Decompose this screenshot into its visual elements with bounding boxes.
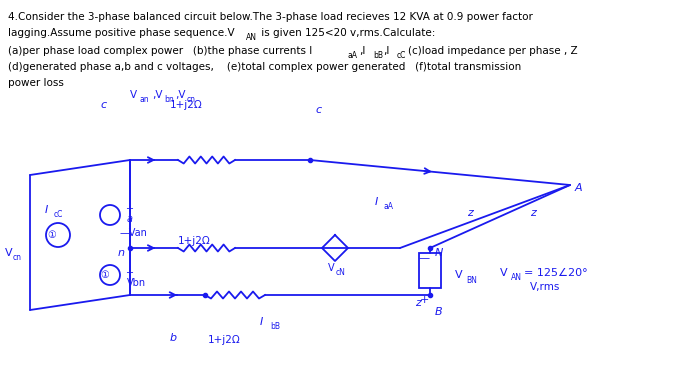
Text: cn: cn <box>13 253 22 262</box>
Text: = 125∠20°: = 125∠20° <box>524 268 587 278</box>
Text: bn: bn <box>164 95 174 104</box>
Text: +: + <box>125 204 133 214</box>
Text: cC: cC <box>54 210 64 219</box>
Text: aA: aA <box>347 51 357 60</box>
Text: +: + <box>420 295 429 305</box>
Text: b: b <box>170 333 177 343</box>
Text: power loss: power loss <box>8 78 64 88</box>
Text: ①: ① <box>100 270 108 280</box>
Text: 1+j2Ω: 1+j2Ω <box>178 236 211 246</box>
Text: 1+j2Ω: 1+j2Ω <box>208 335 241 345</box>
Text: ,I: ,I <box>383 46 389 56</box>
Text: I: I <box>260 317 263 327</box>
Text: Vbn: Vbn <box>127 278 146 288</box>
Text: (a)per phase load complex power   (b)the phase currents I: (a)per phase load complex power (b)the p… <box>8 46 312 56</box>
Text: an: an <box>140 95 150 104</box>
Text: I: I <box>375 197 378 207</box>
Text: bB: bB <box>270 322 280 331</box>
Text: ,I: ,I <box>359 46 365 56</box>
Bar <box>419 253 441 288</box>
Text: c: c <box>100 100 106 110</box>
Text: (c)load impedance per phase , Z: (c)load impedance per phase , Z <box>408 46 578 56</box>
Text: I: I <box>45 205 48 215</box>
Text: ,V: ,V <box>175 90 186 100</box>
Text: AN: AN <box>511 273 522 282</box>
Text: cC: cC <box>397 51 407 60</box>
Text: AN: AN <box>246 33 257 42</box>
Text: V: V <box>328 263 335 273</box>
Text: ①: ① <box>47 230 56 240</box>
Text: V: V <box>130 90 137 100</box>
Text: cn: cn <box>187 95 196 104</box>
Text: V: V <box>455 270 463 280</box>
Text: —Van: —Van <box>120 228 148 238</box>
Text: 4.Consider the 3-phase balanced circuit below.The 3-phase load recieves 12 KVA a: 4.Consider the 3-phase balanced circuit … <box>8 12 533 22</box>
Text: c: c <box>315 105 321 115</box>
Text: z: z <box>415 298 421 308</box>
Text: —: — <box>418 253 429 263</box>
Text: a: a <box>127 214 133 224</box>
Text: V,rms: V,rms <box>530 282 561 292</box>
Text: lagging.Assume positive phase sequence.V: lagging.Assume positive phase sequence.V <box>8 28 234 38</box>
Text: bB: bB <box>373 51 383 60</box>
Text: A: A <box>575 183 582 193</box>
Text: n: n <box>118 248 125 258</box>
Text: V: V <box>500 268 507 278</box>
Text: cN: cN <box>336 268 346 277</box>
Text: V: V <box>5 248 13 258</box>
Text: z: z <box>530 208 536 218</box>
Text: (d)generated phase a,b and c voltages,    (e)total complex power generated   (f): (d)generated phase a,b and c voltages, (… <box>8 62 522 72</box>
Text: B: B <box>435 307 442 317</box>
Text: is given 125<20 v,rms.Calculate:: is given 125<20 v,rms.Calculate: <box>258 28 435 38</box>
Text: N: N <box>435 248 443 258</box>
Text: 1+j2Ω: 1+j2Ω <box>170 100 203 110</box>
Text: z: z <box>467 208 473 218</box>
Text: +: + <box>125 268 133 278</box>
Text: aA: aA <box>384 202 394 211</box>
Text: ,V: ,V <box>152 90 162 100</box>
Text: BN: BN <box>466 276 477 285</box>
